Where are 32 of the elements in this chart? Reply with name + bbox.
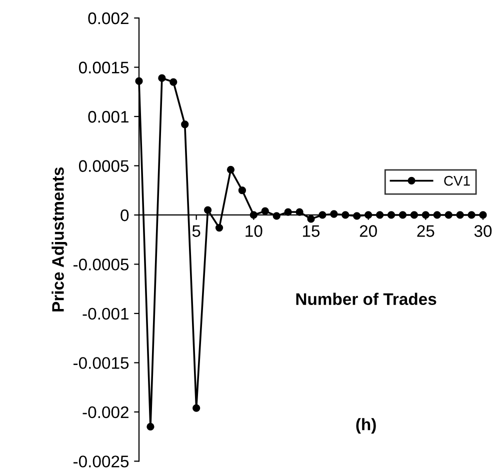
y-tick-label: -0.0025 [73,456,129,468]
point [204,206,212,214]
y-tick-label: -0.001 [82,308,128,320]
y-tick-label: 0.0005 [78,160,129,172]
point [226,166,235,174]
annotation: (h) [356,418,376,434]
y-tick-label: 0.001 [88,110,128,123]
point [170,78,178,86]
point [307,215,315,223]
point [158,74,166,82]
y-tick-label: -0.002 [82,406,128,418]
point [238,186,246,194]
y-tick-label: 0.0015 [78,62,129,74]
x-tick-label: 10 [246,225,262,237]
x-tick-label: 20 [360,225,377,237]
point [192,404,200,412]
point [215,224,224,232]
point [261,207,269,215]
y-tick-label: 0.002 [88,12,128,24]
point [284,208,292,216]
point [181,120,189,128]
legend-label: CV1 [444,176,470,186]
x-tick-label: 30 [474,225,492,237]
y-axis-title: Price Adjustments [52,167,68,312]
y-tick-label: -0.0005 [73,258,129,270]
x-tick-label: 25 [417,225,434,237]
x-tick-label: 15 [303,225,320,237]
x-tick-label: 5 [192,225,200,237]
y-tick-label: -0.0015 [73,357,129,369]
x-axis-title: Number of Trades [296,292,436,306]
y-tick-label: 0 [120,209,129,222]
point [146,422,154,431]
